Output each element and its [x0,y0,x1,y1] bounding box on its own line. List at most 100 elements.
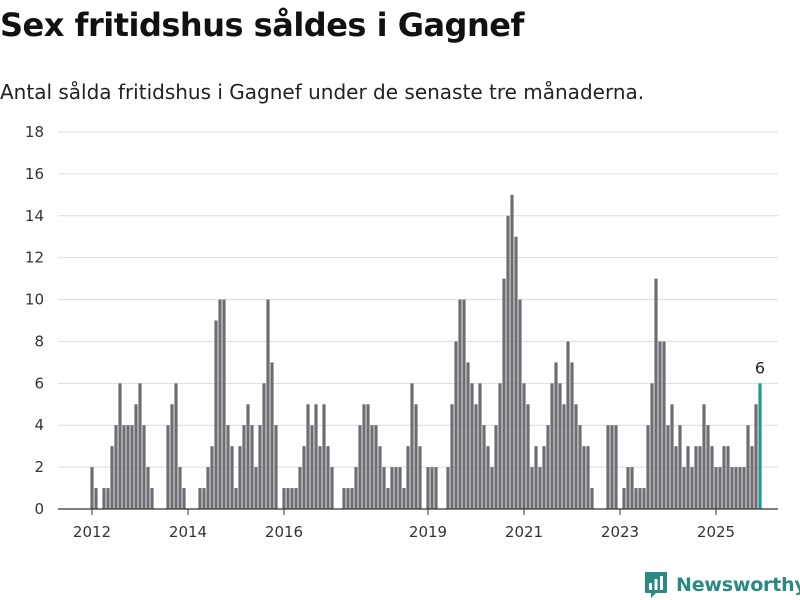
bar [398,467,402,509]
bar [530,467,534,509]
bar [514,236,518,509]
bar [414,404,418,509]
bar [350,488,354,509]
bar [250,425,254,509]
chart-subtitle: Antal sålda fritidshus i Gagnef under de… [0,80,645,104]
chart-title: Sex fritidshus såldes i Gagnef [0,6,524,44]
bar [182,488,186,509]
y-tick-label: 2 [34,458,44,476]
bar [94,488,98,509]
bar [502,278,506,509]
highlight-value-label: 6 [755,358,765,377]
bar [606,425,610,509]
bar [506,215,510,509]
bar-chart: 0 2 4 6 8 10 12 14 16 18 2012 2014 2016 2019 2021 2023… [25,123,778,541]
bar [138,383,142,509]
bar [114,425,118,509]
bar [90,467,94,509]
bar [650,383,654,509]
bar [622,488,626,509]
bar [342,488,346,509]
bar [218,299,222,509]
bar [294,488,298,509]
bar [378,446,382,509]
bar [746,425,750,509]
bar [642,488,646,509]
bar [482,425,486,509]
bar [166,425,170,509]
bar [410,383,414,509]
x-tick-label: 2021 [505,523,543,541]
grid-lines [58,131,778,468]
bar [478,383,482,509]
bar [510,194,514,509]
bar [306,404,310,509]
bar [118,383,122,509]
bar [326,446,330,509]
bar [298,467,302,509]
bar [430,467,434,509]
bar [262,383,266,509]
bar [130,425,134,509]
bar [110,446,114,509]
bar [210,446,214,509]
bar [498,383,502,509]
bar [434,467,438,509]
bar [678,425,682,509]
bar [730,467,734,509]
bar [150,488,154,509]
bar [670,404,674,509]
bar [674,446,678,509]
bar [242,425,246,509]
bar [458,299,462,509]
bar [330,467,334,509]
bar [718,467,722,509]
y-tick-label: 10 [25,291,44,309]
bar [178,467,182,509]
bar [646,425,650,509]
bar [546,425,550,509]
bar-highlight [758,383,762,509]
y-tick-label: 12 [25,249,44,267]
bar [198,488,202,509]
bar [574,404,578,509]
bar [742,467,746,509]
brand-name: Newsworthy [676,574,800,596]
bar [418,446,422,509]
bar [550,383,554,509]
bar [282,488,286,509]
bar [694,446,698,509]
y-tick-label: 8 [34,332,44,350]
bar [426,467,430,509]
bar [702,404,706,509]
bar [246,404,250,509]
newsworthy-logo: Newsworthy [644,570,800,600]
bar [270,362,274,509]
newsworthy-logo-icon [645,572,667,598]
bar [106,488,110,509]
bar [386,488,390,509]
bar [102,488,106,509]
bar [322,404,326,509]
bar [206,467,210,509]
bar [542,446,546,509]
bar [494,425,498,509]
bar [254,467,258,509]
bar [214,320,218,509]
bar [446,467,450,509]
bar [470,383,474,509]
bar [698,446,702,509]
y-tick-label: 14 [25,207,44,225]
bar [722,446,726,509]
bar [654,278,658,509]
bar [390,467,394,509]
bar [290,488,294,509]
bar [518,299,522,509]
bar [346,488,350,509]
bar [226,425,230,509]
bar [462,299,466,509]
bar [566,341,570,509]
bar [170,404,174,509]
bar [302,446,306,509]
bar [750,446,754,509]
